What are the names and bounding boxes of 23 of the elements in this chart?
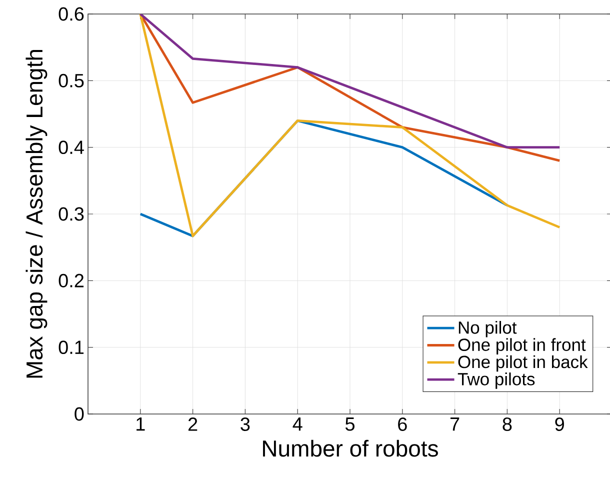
legend-label: Two pilots xyxy=(458,372,535,389)
y-tick-label: 0.5 xyxy=(58,74,84,88)
y-tick-label: 0.1 xyxy=(58,340,84,354)
x-tick-label: 9 xyxy=(555,418,564,431)
y-tick-label: 0.2 xyxy=(58,274,84,288)
y-tick-label: 0.6 xyxy=(58,7,84,21)
legend-label: No pilot xyxy=(458,320,517,338)
x-axis-title: Number of robots xyxy=(263,440,438,457)
x-tick-label: 1 xyxy=(136,418,145,431)
x-tick-label: 6 xyxy=(398,418,407,431)
legend-label: One pilot in back xyxy=(458,355,588,372)
x-tick-label: 4 xyxy=(292,418,302,431)
y-tick-label: 0.3 xyxy=(58,207,84,221)
x-tick-label: 2 xyxy=(188,418,198,431)
legend-label: One pilot in front xyxy=(458,338,586,354)
line-series xyxy=(139,14,561,238)
y-axis-title: Max gap size / Assembly Length xyxy=(26,50,48,378)
x-tick-label: 5 xyxy=(345,418,354,431)
y-tick-label: 0 xyxy=(74,407,84,421)
x-tick-label: 7 xyxy=(450,418,460,431)
x-tick-label: 3 xyxy=(240,418,250,431)
y-tick-label: 0.4 xyxy=(58,140,84,154)
x-tick-label: 8 xyxy=(502,418,512,431)
